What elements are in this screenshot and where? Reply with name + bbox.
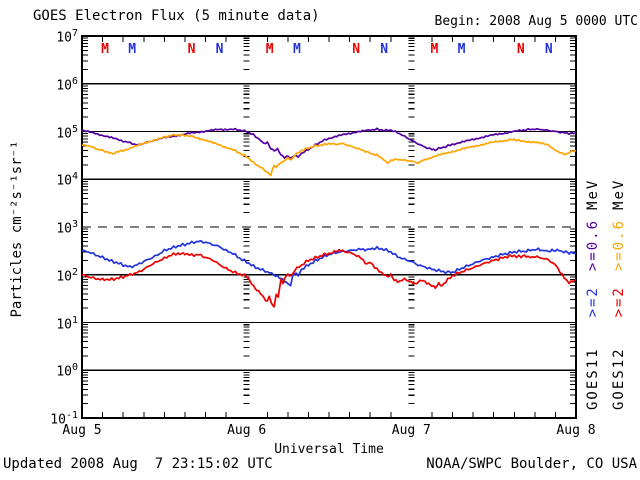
x-tick-label: Aug 6 <box>227 423 267 438</box>
x-tick-label: Aug 7 <box>391 423 431 438</box>
y-tick-label: 10-1 <box>50 410 78 428</box>
legend-column-goes11: GOES11 >=2 >=0.6 MeV <box>585 178 602 410</box>
local-time-marker-m: M <box>101 42 109 57</box>
y-axis-label: Particles cm⁻²s⁻¹sr⁻¹ <box>9 140 25 318</box>
legend-satellite: GOES12 <box>611 347 627 410</box>
y-tick-label: 100 <box>56 362 78 380</box>
legend-satellite: GOES11 <box>585 347 601 410</box>
y-tick-label: 103 <box>56 219 78 237</box>
local-time-marker-m: M <box>128 42 137 57</box>
begin-timestamp: Begin: 2008 Aug 5 0000 UTC <box>434 14 639 29</box>
local-time-marker-m: M <box>457 42 466 57</box>
local-time-marker-m: M <box>292 42 301 57</box>
y-tick-label: 101 <box>56 314 78 332</box>
local-time-marker-n: N <box>187 42 196 57</box>
x-tick-label: Aug 8 <box>556 423 596 438</box>
legend-unit: MeV <box>611 178 627 210</box>
legend-threshold-2mev: >=2 <box>611 286 627 318</box>
local-time-marker-n: N <box>215 42 224 57</box>
updated-timestamp: Updated 2008 Aug 7 23:15:02 UTC <box>3 456 273 472</box>
legend-threshold-2mev: >=2 <box>585 286 601 318</box>
x-tick-label: Aug 5 <box>62 423 102 438</box>
local-time-marker-m: M <box>430 42 439 57</box>
y-tick-label: 104 <box>56 171 78 189</box>
legend-threshold-0p6mev: >=0.6 <box>611 218 627 272</box>
y-tick-label: 102 <box>56 266 78 285</box>
y-tick-label: 107 <box>56 28 78 46</box>
data-source-label: NOAA/SWPC Boulder, CO USA <box>426 456 637 472</box>
x-axis-title: Universal Time <box>274 442 384 457</box>
chart-title: GOES Electron Flux (5 minute data) <box>33 8 320 24</box>
local-time-marker-m: M <box>265 42 274 57</box>
legend-threshold-0p6mev: >=0.6 <box>585 218 601 272</box>
flux-trace-goes12-0p6mev <box>81 133 577 177</box>
legend-column-goes12: GOES12 >=2 >=0.6 MeV <box>611 178 628 410</box>
local-time-marker-n: N <box>380 42 389 57</box>
y-tick-label: 105 <box>56 123 78 141</box>
flux-trace-goes12-2mev <box>82 248 577 308</box>
y-tick-label: 106 <box>56 75 78 94</box>
flux-trace-goes11-2mev <box>81 239 577 287</box>
legend-unit: MeV <box>585 178 601 210</box>
local-time-marker-n: N <box>516 42 525 57</box>
local-time-marker-n: N <box>352 42 361 57</box>
local-time-marker-n: N <box>544 42 553 57</box>
